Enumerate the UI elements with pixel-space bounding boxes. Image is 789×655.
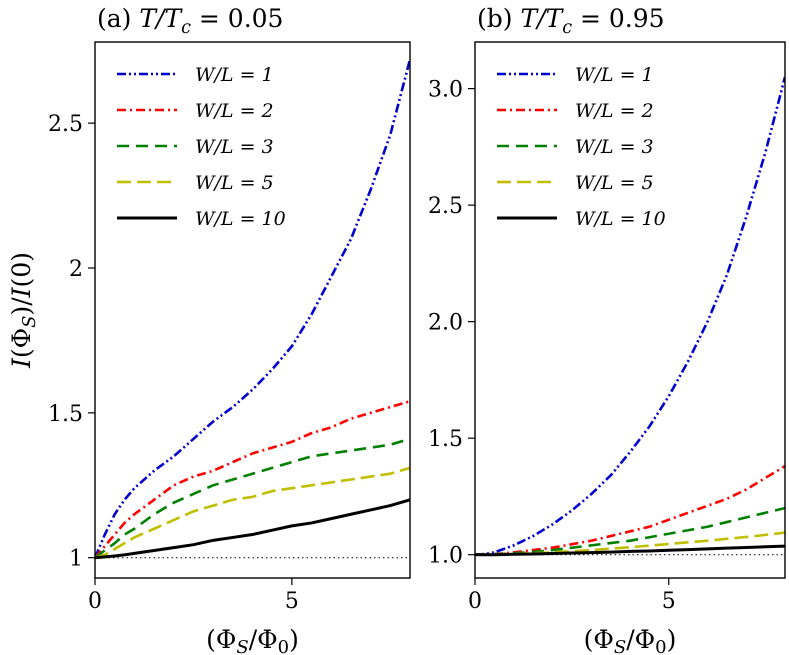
title-prefix: (a) <box>97 4 139 33</box>
series-line-wl1 <box>95 59 410 559</box>
y-tick-label: 1.0 <box>428 544 463 569</box>
y-tick-label: 3.0 <box>428 78 463 103</box>
y-axis-label: I(ΦS)/I(0) <box>7 252 40 369</box>
x-axis-label-part-3: 0 <box>278 637 289 655</box>
title-suffix: = 0.05 <box>191 4 284 33</box>
x-axis-label: (ΦS/Φ0) <box>206 625 299 655</box>
legend: W/L = 1 W/L = 2 W/L = 3 W/L = 5 W/L = 10 <box>497 64 666 230</box>
y-tick-label: 2.0 <box>428 311 463 336</box>
legend-entry: W/L = 2 <box>575 100 654 122</box>
panel-b: 0 51.01.52.02.53.0(b) T/Tc = 0.95(ΦS/Φ0)W… <box>428 4 786 655</box>
x-tick-label: 5 <box>662 589 676 614</box>
y-axis-label-part-1: (Φ <box>7 328 36 358</box>
y-axis-label-part-4: I <box>7 286 36 298</box>
panel-title: (b) T/Tc = 0.95 <box>477 4 665 38</box>
title-prefix: (b) <box>477 4 520 33</box>
title-suffix: = 0.95 <box>572 4 665 33</box>
y-axis-label-group: I(ΦS)/I(0) <box>7 252 40 369</box>
x-axis-label-part-0: (Φ <box>206 625 236 654</box>
x-tick-label: 5 <box>285 589 299 614</box>
legend-entry: W/L = 10 <box>575 208 666 230</box>
y-axis-label-part-2: S <box>19 316 40 328</box>
panel-title: (a) T/Tc = 0.05 <box>97 4 283 38</box>
y-tick-label: 1.5 <box>48 402 83 427</box>
x-axis-label-part-2: /Φ <box>626 625 655 654</box>
x-axis-label-part-3: 0 <box>655 637 666 655</box>
series-group <box>95 59 410 560</box>
x-axis-label-part-4: ) <box>289 625 299 654</box>
x-axis-label-part-0: (Φ <box>584 625 614 654</box>
x-tick-label: 0 <box>468 589 482 614</box>
series-line-wl10 <box>475 544 785 557</box>
x-axis-label-part-1: S <box>236 637 248 655</box>
legend-entry: W/L = 5 <box>575 172 654 194</box>
x-axis-label-part-1: S <box>614 637 626 655</box>
legend-entry: W/L = 3 <box>575 136 654 158</box>
x-tick-label: 0 <box>88 589 102 614</box>
title-math: T/T <box>520 4 564 33</box>
y-tick-label: 1.5 <box>428 427 463 452</box>
series-group <box>475 76 785 557</box>
y-axis-label-part-5: (0) <box>7 252 36 287</box>
x-axis-label-part-4: ) <box>667 625 677 654</box>
legend-entry: W/L = 1 <box>575 64 654 86</box>
x-axis-label-part-2: /Φ <box>249 625 278 654</box>
y-tick-label: 1 <box>69 547 83 572</box>
y-tick-label: 2.5 <box>48 112 83 137</box>
series-line-wl10 <box>95 498 410 560</box>
legend-entry: W/L = 1 <box>195 64 274 86</box>
y-tick-label: 2 <box>69 257 83 282</box>
series-line-wl5 <box>95 466 410 559</box>
legend-entry: W/L = 10 <box>195 208 286 230</box>
plot-frame <box>94 41 411 579</box>
x-axis-label: (ΦS/Φ0) <box>584 625 677 655</box>
legend-entry: W/L = 5 <box>195 172 274 194</box>
legend-entry: W/L = 3 <box>195 136 274 158</box>
series-line-wl2 <box>475 465 785 556</box>
legend: W/L = 1 W/L = 2 W/L = 3 W/L = 5 W/L = 10 <box>117 64 286 230</box>
legend-entry: W/L = 2 <box>195 100 274 122</box>
plot-frame <box>474 41 786 579</box>
title-sub: c <box>181 18 191 38</box>
panel-a: 0 511.522.5(a) T/Tc = 0.05(ΦS/Φ0)I(ΦS)/I(… <box>7 4 411 655</box>
title-sub: c <box>562 18 572 38</box>
series-line-wl3 <box>95 437 410 559</box>
title-math: T/T <box>139 4 183 33</box>
y-axis-label-part-0: I <box>7 357 36 369</box>
y-tick-label: 2.5 <box>428 194 463 219</box>
series-line-wl2 <box>95 400 410 559</box>
y-axis-label-part-3: )/ <box>7 297 36 316</box>
series-line-wl1 <box>475 76 785 556</box>
